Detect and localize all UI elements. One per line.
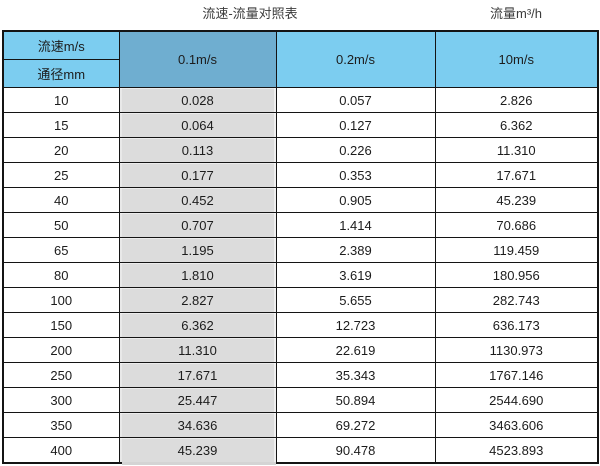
flow-value-cell: 0.057 bbox=[275, 87, 436, 113]
table-row: 15 0.064 0.127 6.362 bbox=[2, 112, 599, 138]
flow-value-cell: 0.452 bbox=[118, 187, 277, 213]
flow-value-cell: 1.195 bbox=[118, 237, 277, 263]
diameter-cell: 15 bbox=[2, 112, 120, 138]
table-title: 流速-流量对照表 bbox=[202, 6, 298, 21]
table-row: 200 11.310 22.619 1130.973 bbox=[2, 337, 599, 363]
flow-value-cell: 636.173 bbox=[434, 312, 599, 338]
flow-value-cell: 0.905 bbox=[275, 187, 436, 213]
flow-value-cell: 11.310 bbox=[434, 137, 599, 163]
flow-rate-table: 流速m/s 0.1m/s 0.2m/s 10m/s 通径mm 10 0.028 0.… bbox=[2, 30, 599, 464]
table-row: 300 25.447 50.894 2544.690 bbox=[2, 387, 599, 413]
diameter-cell: 250 bbox=[2, 362, 120, 388]
header-diameter-label: 通径mm bbox=[2, 59, 120, 88]
diameter-cell: 400 bbox=[2, 437, 120, 464]
flow-value-cell: 45.239 bbox=[118, 437, 277, 464]
flow-value-cell: 2544.690 bbox=[434, 387, 599, 413]
flow-value-cell: 180.956 bbox=[434, 262, 599, 288]
flow-value-cell: 12.723 bbox=[275, 312, 436, 338]
table-row: 250 17.671 35.343 1767.146 bbox=[2, 362, 599, 388]
flow-value-cell: 6.362 bbox=[434, 112, 599, 138]
table-row: 20 0.113 0.226 11.310 bbox=[2, 137, 599, 163]
diameter-cell: 40 bbox=[2, 187, 120, 213]
flow-value-cell: 1.810 bbox=[118, 262, 277, 288]
flow-value-cell: 11.310 bbox=[118, 337, 277, 363]
flow-value-cell: 2.827 bbox=[118, 287, 277, 313]
flow-value-cell: 6.362 bbox=[118, 312, 277, 338]
diameter-cell: 10 bbox=[2, 87, 120, 113]
diameter-cell: 200 bbox=[2, 337, 120, 363]
flow-value-cell: 69.272 bbox=[275, 412, 436, 438]
diameter-cell: 80 bbox=[2, 262, 120, 288]
flow-value-cell: 4523.893 bbox=[434, 437, 599, 464]
flow-value-cell: 0.177 bbox=[118, 162, 277, 188]
flow-value-cell: 3.619 bbox=[275, 262, 436, 288]
table-row: 50 0.707 1.414 70.686 bbox=[2, 212, 599, 238]
flow-unit-label: 流量m³/h bbox=[489, 6, 542, 21]
flow-value-cell: 0.028 bbox=[118, 87, 277, 113]
flow-value-cell: 70.686 bbox=[434, 212, 599, 238]
flow-value-cell: 35.343 bbox=[275, 362, 436, 388]
table-row: 150 6.362 12.723 636.173 bbox=[2, 312, 599, 338]
diameter-cell: 100 bbox=[2, 287, 120, 313]
flow-value-cell: 1130.973 bbox=[434, 337, 599, 363]
flow-value-cell: 17.671 bbox=[434, 162, 599, 188]
flow-value-cell: 2.826 bbox=[434, 87, 599, 113]
table-row: 40 0.452 0.905 45.239 bbox=[2, 187, 599, 213]
flow-value-cell: 282.743 bbox=[434, 287, 599, 313]
diameter-cell: 300 bbox=[2, 387, 120, 413]
flow-value-cell: 50.894 bbox=[275, 387, 436, 413]
header-velocity-10: 10m/s bbox=[434, 30, 599, 88]
flow-value-cell: 45.239 bbox=[434, 187, 599, 213]
table-row: 350 34.636 69.272 3463.606 bbox=[2, 412, 599, 438]
diameter-cell: 25 bbox=[2, 162, 120, 188]
flow-value-cell: 0.064 bbox=[118, 112, 277, 138]
flow-value-cell: 1767.146 bbox=[434, 362, 599, 388]
flow-value-cell: 0.707 bbox=[118, 212, 277, 238]
flow-value-cell: 5.655 bbox=[275, 287, 436, 313]
diameter-cell: 350 bbox=[2, 412, 120, 438]
flow-value-cell: 90.478 bbox=[275, 437, 436, 464]
table-row: 10 0.028 0.057 2.826 bbox=[2, 87, 599, 113]
table-header: 流速m/s 0.1m/s 0.2m/s 10m/s 通径mm bbox=[2, 30, 599, 88]
flow-value-cell: 0.226 bbox=[275, 137, 436, 163]
flow-value-cell: 2.389 bbox=[275, 237, 436, 263]
diameter-cell: 20 bbox=[2, 137, 120, 163]
flow-value-cell: 34.636 bbox=[118, 412, 277, 438]
table-row: 80 1.810 3.619 180.956 bbox=[2, 262, 599, 288]
flow-value-cell: 17.671 bbox=[118, 362, 277, 388]
selected-column-shadow bbox=[122, 462, 276, 465]
flow-value-cell: 25.447 bbox=[118, 387, 277, 413]
diameter-cell: 50 bbox=[2, 212, 120, 238]
titlebar: 流速-流量对照表 流量m³/h bbox=[0, 0, 600, 30]
flow-value-cell: 0.113 bbox=[118, 137, 277, 163]
table-row: 400 45.239 90.478 4523.893 bbox=[2, 437, 599, 464]
flow-value-cell: 3463.606 bbox=[434, 412, 599, 438]
header-velocity-0.2: 0.2m/s bbox=[275, 30, 436, 88]
flow-value-cell: 1.414 bbox=[275, 212, 436, 238]
flow-value-cell: 0.353 bbox=[275, 162, 436, 188]
table-row: 25 0.177 0.353 17.671 bbox=[2, 162, 599, 188]
table-row: 65 1.195 2.389 119.459 bbox=[2, 237, 599, 263]
header-velocity-label: 流速m/s bbox=[2, 30, 120, 60]
flow-value-cell: 0.127 bbox=[275, 112, 436, 138]
flow-value-cell: 22.619 bbox=[275, 337, 436, 363]
header-velocity-0.1: 0.1m/s bbox=[118, 30, 277, 88]
diameter-cell: 65 bbox=[2, 237, 120, 263]
flow-value-cell: 119.459 bbox=[434, 237, 599, 263]
table-row: 100 2.827 5.655 282.743 bbox=[2, 287, 599, 313]
diameter-cell: 150 bbox=[2, 312, 120, 338]
table-body: 10 0.028 0.057 2.826 15 0.064 0.127 6.362 20 0.11… bbox=[2, 87, 599, 464]
